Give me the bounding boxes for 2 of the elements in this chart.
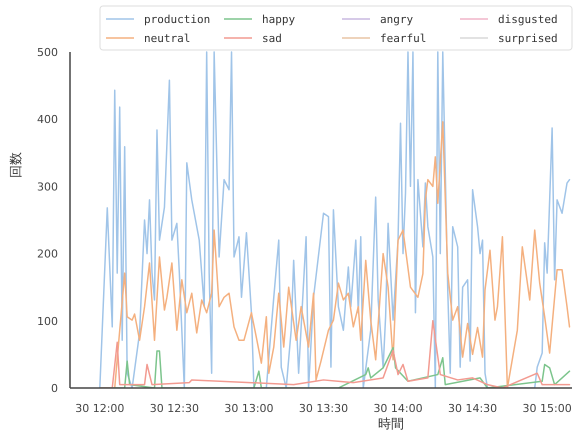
ylabel: 回数 <box>9 152 24 178</box>
xlabel: 時間 <box>378 417 404 432</box>
